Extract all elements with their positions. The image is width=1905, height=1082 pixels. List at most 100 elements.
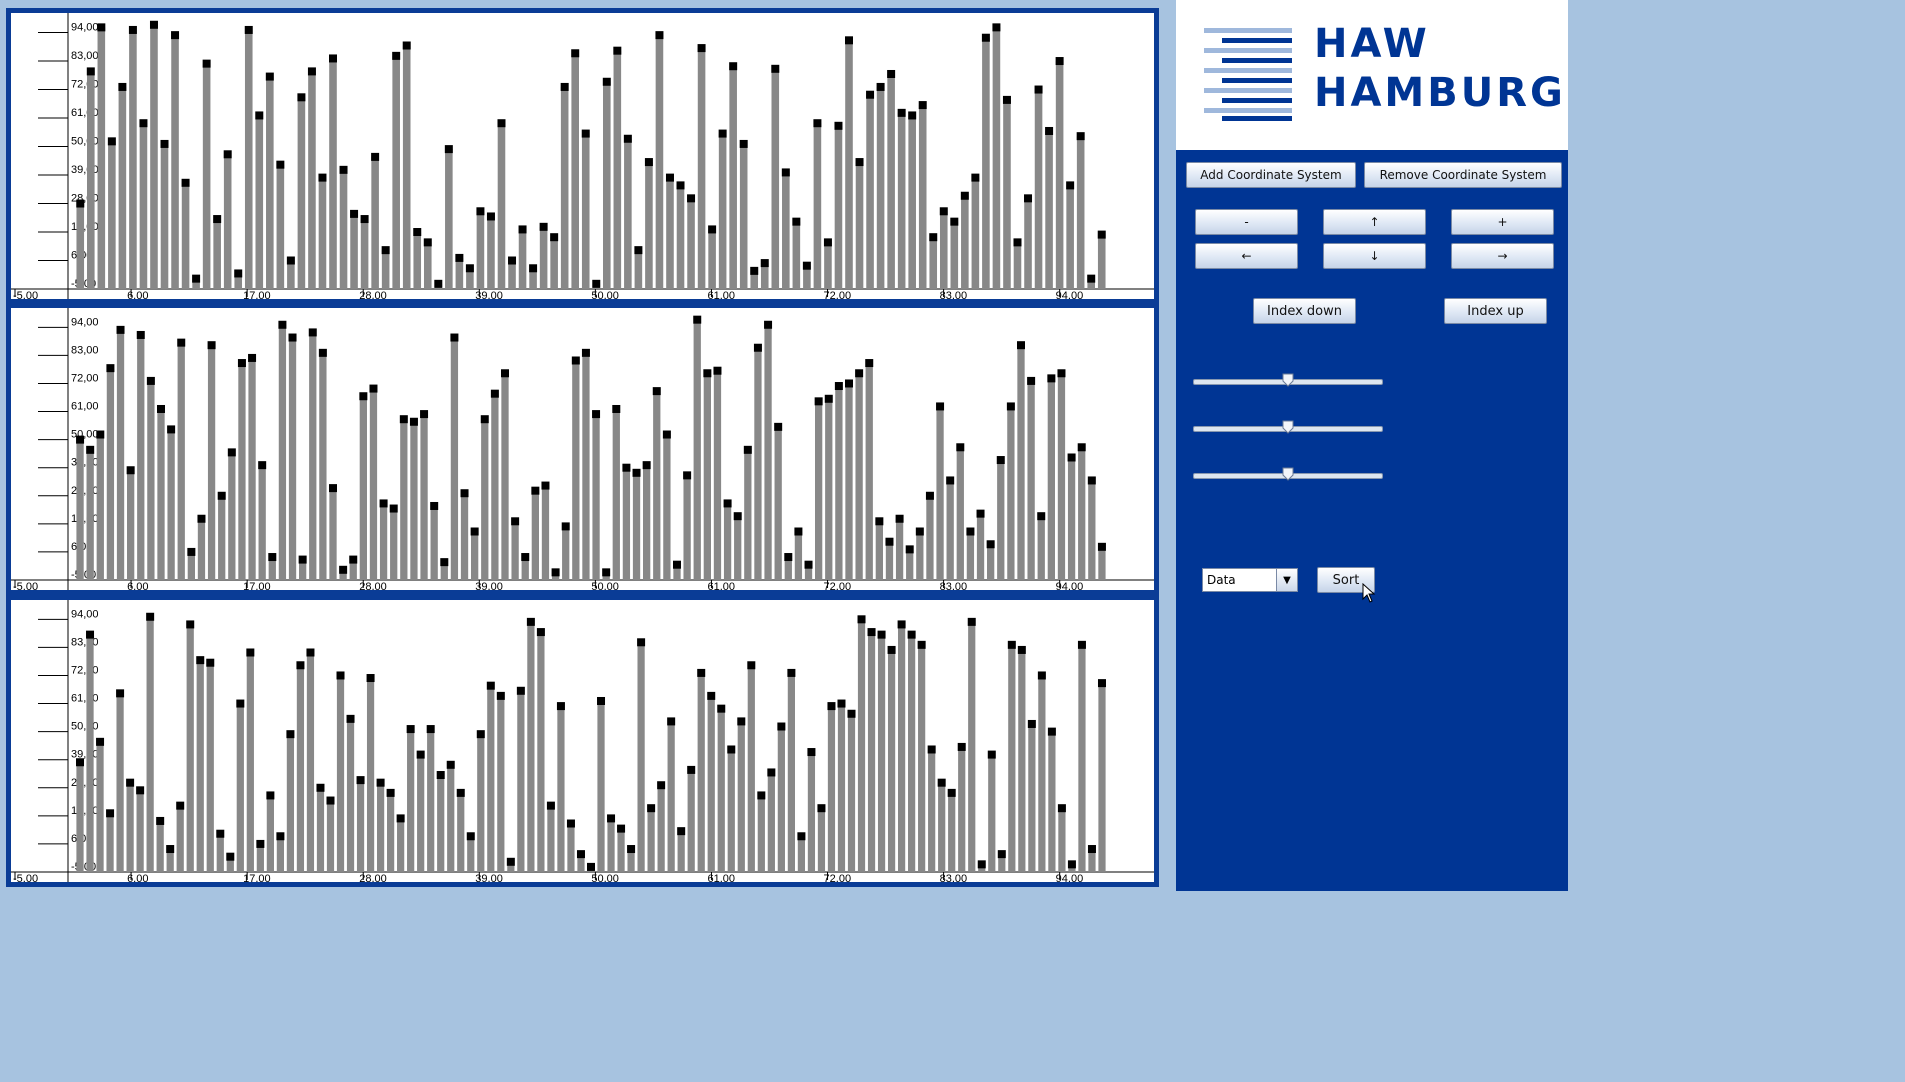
x-tick-label: 61,00 (707, 290, 735, 299)
bar-marker (1037, 512, 1046, 521)
bar (572, 360, 580, 580)
bar (427, 729, 435, 872)
bar (339, 569, 347, 580)
x-tick-label: 72,00 (824, 873, 852, 882)
bar (171, 35, 179, 289)
x-tick-label: 6,00 (127, 873, 148, 882)
coordinate-system-3[interactable]: -5,00 6,00 17,00 28,00 39,00 50,00 61,00 72,00 8… (6, 595, 1159, 887)
bar-marker (381, 246, 390, 255)
bar (1027, 380, 1035, 580)
bar (908, 115, 916, 289)
slider-thumb-icon[interactable] (1282, 467, 1294, 481)
coordinate-system-2[interactable]: -5,00 6,00 17,00 28,00 39,00 50,00 61,00 72,00 8… (6, 303, 1159, 595)
bar-marker (581, 348, 590, 357)
bar-marker (156, 816, 165, 825)
bar (667, 721, 675, 872)
bar-marker (787, 668, 796, 677)
bar (278, 324, 287, 580)
slider-2[interactable] (1193, 420, 1383, 436)
bar (737, 721, 745, 872)
y-tick-label: 39,00 (71, 749, 99, 761)
bar (156, 820, 164, 872)
bar (234, 273, 243, 289)
bar-marker (927, 745, 936, 754)
bar-marker (307, 67, 316, 76)
bar-marker (634, 246, 643, 255)
bar-marker (160, 139, 169, 148)
add-coordinate-system-button[interactable]: Add Coordinate System (1186, 162, 1356, 188)
x-tick-label: 6,00 (127, 290, 148, 299)
bar (877, 634, 886, 872)
bar-marker (587, 862, 595, 871)
index-up-button[interactable]: Index up (1444, 298, 1547, 324)
y-tick-label: 28,00 (71, 485, 99, 497)
bar-marker (784, 553, 793, 562)
bar-marker (1097, 679, 1106, 688)
slider-thumb-icon[interactable] (1282, 373, 1294, 387)
bar-marker (802, 261, 811, 270)
bar-marker (455, 253, 464, 262)
bar (487, 685, 495, 872)
coordinate-system-1[interactable]: -5,00 6,00 17,00 28,00 39,00 50,00 61,00 72,00 8… (6, 8, 1159, 304)
bar (76, 762, 84, 872)
bar (379, 503, 388, 580)
bar-marker (683, 471, 692, 480)
sort-criteria-select[interactable]: Data ▼ (1202, 568, 1298, 592)
bar (676, 185, 685, 289)
bar (624, 138, 632, 289)
bar-marker (126, 466, 135, 475)
bar (582, 352, 590, 580)
remove-coordinate-system-button[interactable]: Remove Coordinate System (1364, 162, 1562, 188)
bar-marker (288, 333, 297, 342)
bar-marker (992, 23, 1001, 32)
bar-marker (244, 25, 253, 34)
bar (541, 485, 550, 580)
bar (216, 833, 224, 872)
move-up-button[interactable]: ↑ (1323, 209, 1426, 235)
bar (76, 203, 85, 289)
slider-thumb-icon[interactable] (1282, 420, 1294, 434)
y-tick-label: 50,00 (71, 429, 99, 441)
slider-3[interactable] (1193, 467, 1383, 483)
bar (497, 695, 505, 872)
bar-marker (697, 668, 706, 677)
bar-marker (737, 717, 746, 726)
index-down-button[interactable]: Index down (1253, 298, 1356, 324)
bar-marker (529, 264, 538, 273)
zoom-in-button[interactable]: + (1451, 209, 1554, 235)
bar-marker (897, 620, 906, 629)
bar-marker (987, 750, 996, 759)
zoom-out-button[interactable]: - (1195, 209, 1298, 235)
y-tick-label: 50,00 (71, 721, 99, 733)
move-right-button[interactable]: → (1451, 243, 1554, 269)
bar-marker (665, 173, 674, 182)
bar (392, 55, 400, 289)
bar-marker (607, 814, 616, 823)
bar (517, 690, 525, 872)
bar (491, 393, 499, 580)
slider-1[interactable] (1193, 373, 1383, 389)
bar-marker (950, 217, 959, 226)
bar (936, 406, 944, 580)
bar (813, 123, 822, 289)
bar-marker (887, 645, 896, 654)
bar-marker (885, 537, 894, 546)
y-tick-label: 28,00 (71, 777, 99, 789)
bar-marker (560, 82, 569, 91)
bar-marker (1045, 126, 1054, 135)
bar (906, 549, 914, 580)
chevron-down-icon[interactable]: ▼ (1276, 569, 1297, 591)
bar (834, 125, 843, 289)
bar-marker (286, 256, 295, 265)
move-down-button[interactable]: ↓ (1323, 243, 1426, 269)
move-left-button[interactable]: ← (1195, 243, 1298, 269)
bar (147, 380, 155, 580)
x-tick-label: 50,00 (591, 581, 619, 590)
x-tick-label: -5,00 (13, 290, 38, 299)
y-tick-label: 17,00 (71, 513, 99, 525)
bar-marker (376, 778, 385, 787)
bar (687, 198, 695, 289)
bar-marker (76, 435, 85, 444)
bar-marker (226, 852, 235, 861)
bar-marker (550, 233, 559, 242)
